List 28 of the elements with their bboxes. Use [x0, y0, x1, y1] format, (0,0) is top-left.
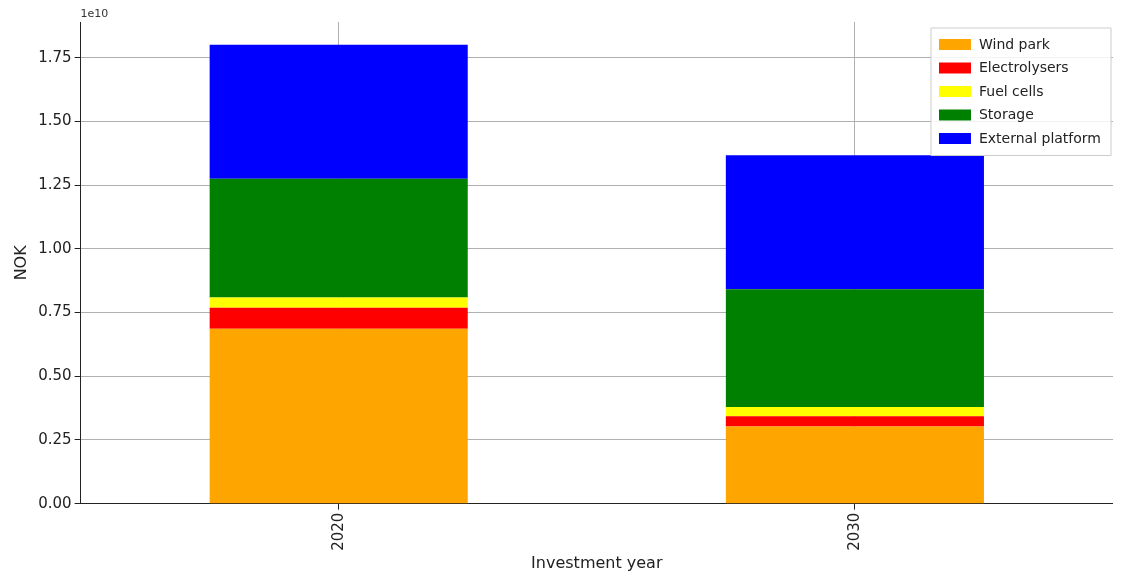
bar: [725, 426, 984, 504]
bar: [725, 289, 984, 408]
y-tick-label: 1.50: [38, 111, 72, 130]
y-axis-title: NOK: [10, 244, 30, 281]
x-tick-label: 2030: [844, 512, 863, 551]
bar: [725, 155, 984, 290]
bar: [725, 416, 984, 427]
text: 1e10: [80, 7, 109, 21]
bar: [209, 307, 468, 329]
y-tick-label: 1.75: [38, 47, 72, 66]
x-axis-title: Investment year: [531, 552, 663, 572]
legend-label: Fuel cells: [978, 82, 1044, 99]
y-tick-label: 1.25: [38, 174, 72, 193]
y-tick-label: 0.50: [38, 366, 72, 385]
legend-label: Storage: [978, 106, 1034, 123]
legend-label: External platform: [978, 129, 1102, 146]
y-tick-label: 1.00: [38, 238, 72, 257]
y-tick-label: 0.00: [38, 493, 72, 512]
bar: [725, 407, 984, 417]
bar: [209, 44, 468, 179]
bar: [209, 178, 468, 298]
legend-label: Wind park: [978, 35, 1051, 52]
y-tick-label: 0.75: [38, 302, 72, 321]
y-tick-label: 0.25: [38, 429, 72, 448]
bar: [209, 328, 468, 504]
x-tick-label: 2020: [328, 512, 347, 551]
legend-label: Electrolysers: [978, 59, 1069, 76]
bar: [209, 297, 468, 308]
